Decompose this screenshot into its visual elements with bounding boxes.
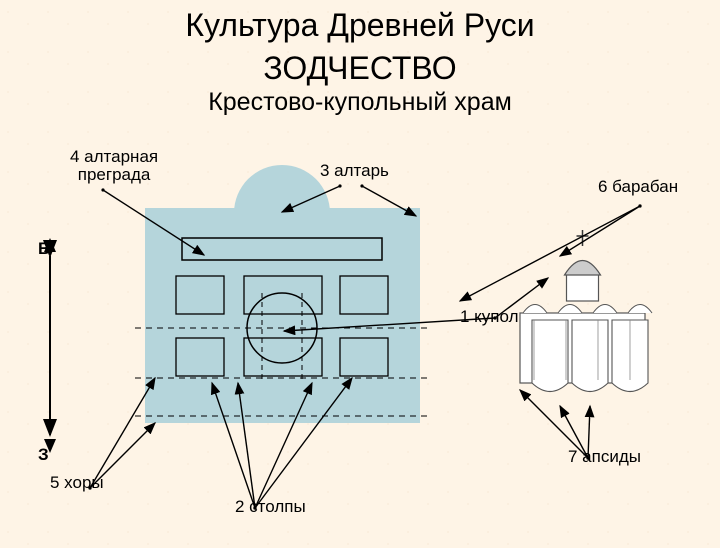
compass-arrow: [44, 238, 56, 453]
diagram-svg: [0, 8, 720, 548]
church-drawing: [520, 230, 652, 392]
floor-plan: [135, 165, 430, 423]
